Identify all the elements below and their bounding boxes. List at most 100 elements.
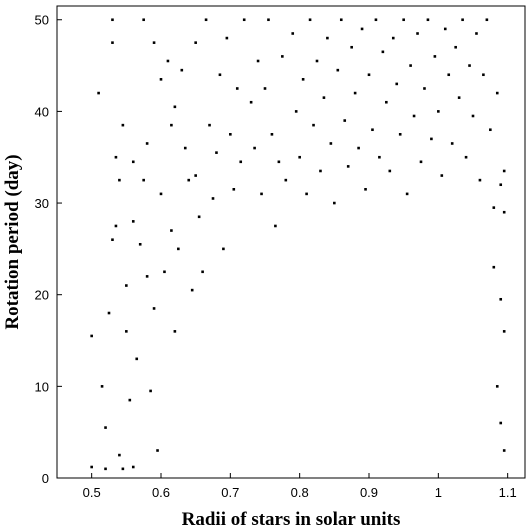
data-point bbox=[322, 96, 326, 99]
data-point bbox=[242, 18, 246, 22]
data-point bbox=[339, 18, 343, 22]
data-point bbox=[197, 215, 201, 219]
data-point bbox=[170, 123, 173, 127]
data-point bbox=[135, 357, 139, 361]
data-point bbox=[502, 210, 506, 214]
data-point bbox=[346, 165, 350, 168]
data-point bbox=[145, 142, 149, 145]
data-point bbox=[398, 133, 402, 136]
data-point bbox=[326, 36, 329, 40]
data-point bbox=[495, 385, 499, 388]
data-point bbox=[315, 59, 319, 63]
data-point bbox=[409, 64, 412, 67]
data-point bbox=[423, 87, 426, 90]
data-point bbox=[360, 27, 364, 31]
data-point bbox=[118, 453, 121, 457]
data-point bbox=[267, 18, 270, 22]
data-point bbox=[499, 297, 503, 301]
data-point bbox=[385, 100, 388, 104]
data-point bbox=[426, 18, 430, 22]
data-point bbox=[177, 247, 180, 251]
x-axis-title: Radii of stars in solar units bbox=[182, 509, 401, 530]
data-point bbox=[107, 311, 111, 315]
data-point bbox=[156, 449, 159, 452]
data-point bbox=[447, 73, 451, 77]
data-point bbox=[492, 265, 496, 269]
data-point bbox=[100, 385, 104, 388]
data-point bbox=[454, 45, 457, 49]
x-tick-label: 1 bbox=[435, 485, 442, 500]
data-point bbox=[492, 206, 496, 209]
y-tick-label: 20 bbox=[35, 288, 49, 303]
data-point bbox=[336, 68, 340, 72]
data-point bbox=[145, 275, 149, 278]
data-point bbox=[450, 142, 454, 145]
data-point bbox=[502, 449, 506, 452]
data-point bbox=[294, 110, 298, 113]
data-point bbox=[357, 146, 360, 150]
data-point bbox=[350, 45, 353, 49]
data-point bbox=[298, 155, 301, 159]
data-point bbox=[194, 41, 197, 44]
data-point bbox=[433, 55, 437, 58]
data-point bbox=[277, 160, 281, 164]
plot-frame bbox=[56, 5, 526, 479]
data-point bbox=[270, 133, 274, 136]
data-point bbox=[239, 160, 243, 164]
y-tick-label: 40 bbox=[35, 104, 49, 119]
y-tick-label: 50 bbox=[35, 13, 49, 28]
data-point bbox=[371, 128, 374, 132]
data-point bbox=[499, 421, 503, 425]
data-point bbox=[475, 32, 478, 35]
data-point bbox=[215, 151, 218, 154]
data-point bbox=[131, 160, 135, 164]
x-tick-label: 1.1 bbox=[499, 485, 517, 500]
data-point bbox=[180, 68, 184, 72]
data-point bbox=[412, 114, 416, 118]
data-point bbox=[121, 123, 125, 127]
data-point bbox=[402, 18, 405, 22]
data-point bbox=[131, 220, 135, 223]
data-point bbox=[499, 183, 503, 187]
data-point bbox=[159, 192, 163, 196]
data-point bbox=[478, 178, 482, 182]
x-tick-label: 0.6 bbox=[152, 485, 170, 500]
data-point bbox=[367, 73, 371, 77]
data-point bbox=[305, 192, 308, 196]
data-point bbox=[502, 169, 506, 173]
data-point bbox=[343, 119, 347, 122]
data-point bbox=[204, 18, 208, 22]
data-point bbox=[457, 96, 461, 99]
data-point bbox=[235, 87, 239, 90]
data-point bbox=[118, 178, 121, 182]
data-point bbox=[461, 18, 464, 22]
data-point bbox=[440, 174, 444, 177]
axis-ticks bbox=[57, 19, 509, 479]
data-point bbox=[388, 169, 392, 173]
data-point bbox=[173, 105, 177, 109]
data-point bbox=[142, 178, 145, 182]
data-point bbox=[312, 123, 315, 127]
data-point bbox=[229, 133, 232, 136]
x-tick-label: 0.7 bbox=[221, 485, 239, 500]
data-point bbox=[485, 18, 489, 22]
data-point bbox=[281, 55, 284, 58]
data-point bbox=[502, 330, 506, 333]
data-point bbox=[121, 467, 125, 471]
x-tick-label: 0.5 bbox=[83, 485, 101, 500]
data-point bbox=[284, 178, 288, 182]
data-point bbox=[464, 155, 468, 159]
data-point bbox=[495, 91, 499, 95]
data-point bbox=[291, 32, 295, 35]
data-point bbox=[225, 36, 229, 40]
data-point bbox=[222, 247, 225, 251]
x-tick-label: 0.9 bbox=[360, 485, 378, 500]
data-point bbox=[329, 142, 333, 145]
data-point bbox=[114, 155, 118, 159]
data-point bbox=[114, 224, 118, 228]
data-point bbox=[152, 307, 156, 310]
data-point bbox=[468, 64, 471, 67]
data-point bbox=[170, 229, 173, 232]
data-point bbox=[138, 242, 142, 246]
